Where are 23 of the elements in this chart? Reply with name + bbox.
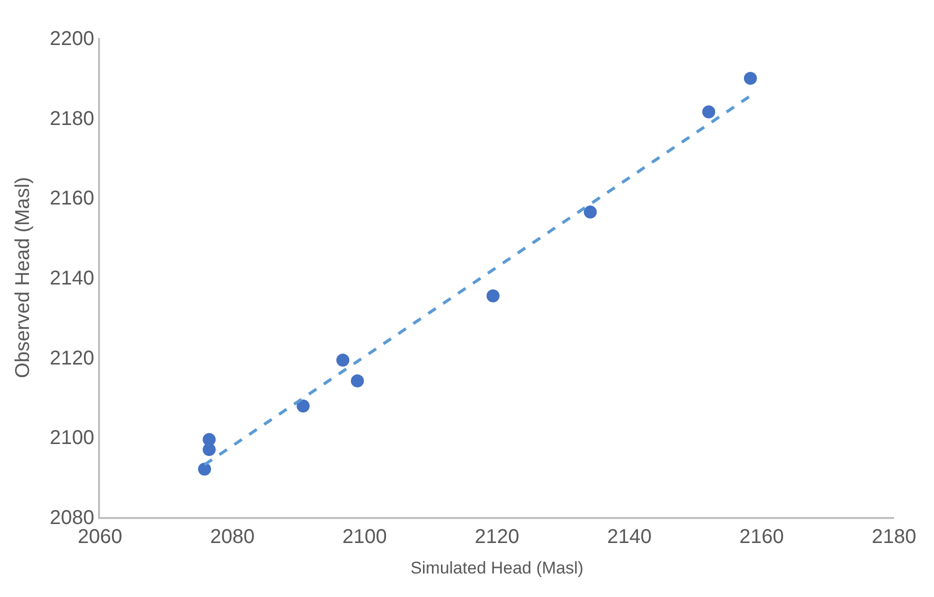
x-axis-title: Simulated Head (Masl) bbox=[410, 558, 584, 578]
y-tick-label: 2140 bbox=[50, 268, 94, 290]
x-tick-label: 2080 bbox=[210, 526, 255, 548]
point bbox=[198, 462, 212, 476]
point bbox=[744, 72, 757, 85]
y-tick-label: 2120 bbox=[50, 347, 94, 370]
point bbox=[486, 289, 500, 302]
point bbox=[202, 433, 216, 446]
y-tick-label: 2200 bbox=[50, 28, 94, 50]
point bbox=[584, 206, 597, 219]
x-tick-label: 2120 bbox=[474, 526, 520, 548]
y-axis-title: Observed Head (Masl) bbox=[12, 176, 34, 378]
y-tick-label: 2100 bbox=[50, 427, 94, 450]
point bbox=[702, 105, 716, 118]
x-tick-label: 2100 bbox=[342, 526, 387, 548]
point bbox=[296, 400, 310, 413]
y-tick-label: 2180 bbox=[50, 108, 94, 130]
point bbox=[336, 354, 350, 367]
x-tick-label: 2140 bbox=[607, 526, 652, 548]
x-tick-label: 2180 bbox=[872, 526, 916, 548]
point bbox=[350, 374, 364, 388]
y-tick-label: 2160 bbox=[50, 188, 94, 210]
x-tick-label: 2160 bbox=[739, 526, 784, 548]
